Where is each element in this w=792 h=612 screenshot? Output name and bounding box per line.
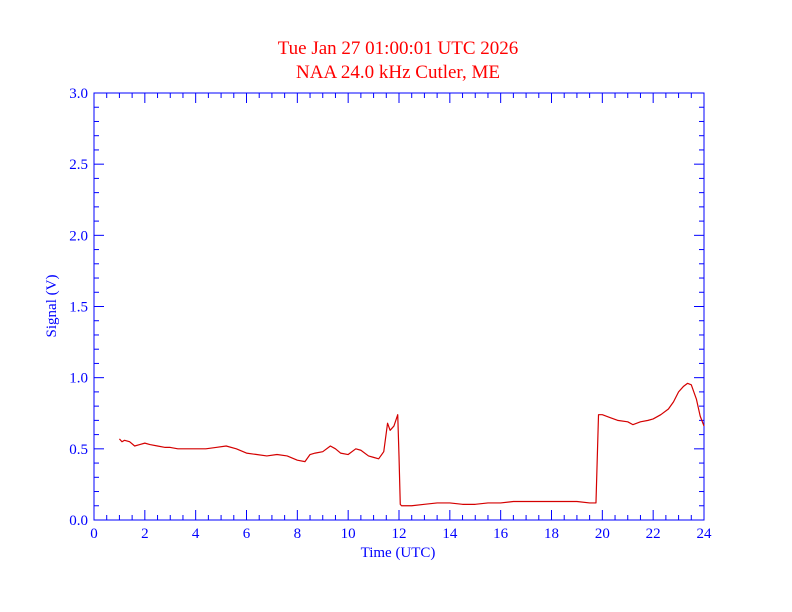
x-tick-label: 6 <box>243 526 251 542</box>
x-axis-label: Time (UTC) <box>361 545 436 561</box>
x-axis: 0 2 4 6 8 10 12 14 16 18 20 22 24 <box>90 93 712 542</box>
x-tick-label: 10 <box>341 526 356 542</box>
y-tick-label: 1.5 <box>69 300 88 316</box>
y-tick-label: 2.5 <box>69 157 88 173</box>
x-tick-label: 20 <box>595 526 610 542</box>
series-layer <box>118 382 705 507</box>
y-tick-label: 0.0 <box>69 513 88 529</box>
x-tick-label: 0 <box>90 526 98 542</box>
x-tick-label: 8 <box>294 526 302 542</box>
x-tick-label: 2 <box>141 526 149 542</box>
series-line-0 <box>118 382 705 507</box>
x-tick-label: 24 <box>697 526 713 542</box>
chart-subtitle: NAA 24.0 kHz Cutler, ME <box>296 62 500 83</box>
x-tick-label: 4 <box>192 526 200 542</box>
x-tick-label: 22 <box>646 526 661 542</box>
x-tick-label: 14 <box>442 526 458 542</box>
y-tick-label: 0.5 <box>69 442 88 458</box>
y-tick-label: 1.0 <box>69 371 88 387</box>
y-tick-label: 3.0 <box>69 86 88 102</box>
chart-title: Tue Jan 27 01:00:01 UTC 2026 <box>278 38 519 59</box>
x-tick-label: 12 <box>392 526 407 542</box>
x-tick-label: 18 <box>544 526 559 542</box>
y-axis: 0.0 0.5 1.0 1.5 2.0 2.5 3.0 <box>69 86 704 529</box>
x-tick-label: 16 <box>493 526 509 542</box>
y-axis-label: Signal (V) <box>44 275 60 338</box>
y-tick-label: 2.0 <box>69 228 88 244</box>
